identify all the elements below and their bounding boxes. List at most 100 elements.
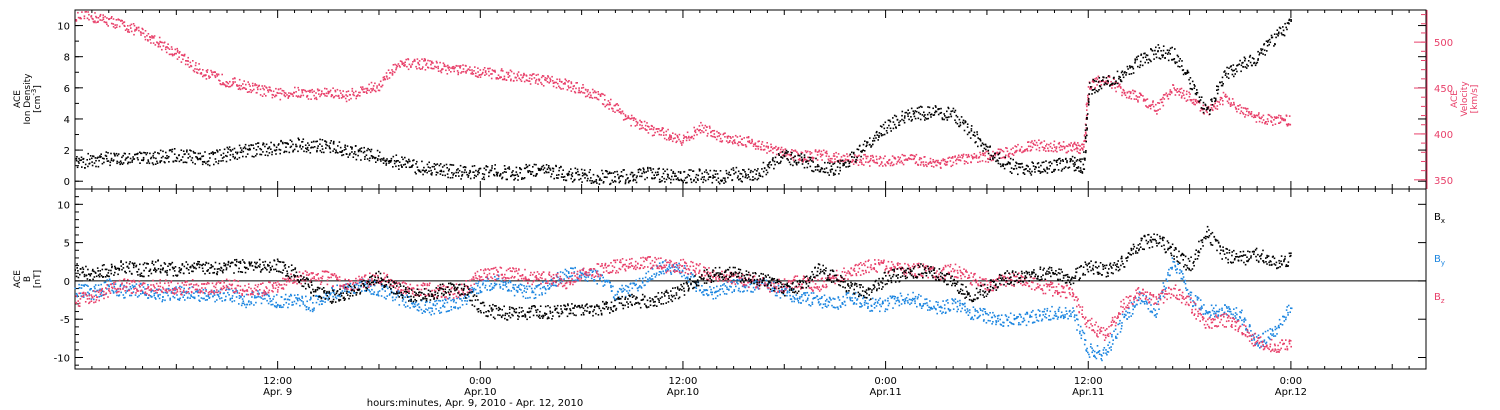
ion-density-point — [828, 174, 830, 176]
ion-density-point — [532, 166, 534, 168]
velocity-point — [1011, 153, 1014, 155]
ion-density-point — [632, 179, 634, 182]
by-point — [324, 301, 326, 303]
ion-density-point — [1009, 162, 1011, 164]
by-point — [197, 290, 199, 292]
ion-density-point — [1233, 69, 1236, 72]
ion-density-point — [178, 160, 181, 163]
ion-density-point — [1211, 100, 1213, 103]
by-point — [428, 311, 431, 314]
ion-density-point — [657, 173, 660, 176]
velocity-tick-label: 500 — [1434, 38, 1453, 49]
velocity-point — [1012, 147, 1014, 149]
velocity-point — [365, 91, 367, 93]
velocity-point — [376, 85, 378, 87]
velocity-point — [351, 90, 354, 92]
ion-density-point — [638, 168, 641, 170]
ion-density-point — [123, 152, 126, 155]
velocity-point — [1213, 105, 1216, 108]
ion-density-point — [924, 119, 926, 121]
ion-density-point — [1127, 68, 1129, 70]
ion-density-point — [1116, 70, 1119, 73]
by-point — [479, 286, 481, 289]
ion-density-point — [446, 173, 449, 175]
ion-density-point — [1255, 62, 1258, 65]
ion-density-point — [1157, 50, 1159, 52]
velocity-point — [936, 161, 939, 164]
ion-density-point — [376, 159, 379, 162]
velocity-point — [785, 155, 787, 157]
by-point — [459, 306, 461, 309]
ion-density-point — [441, 174, 444, 176]
ion-density-point — [485, 169, 487, 171]
ion-density-point — [934, 105, 937, 107]
ion-density-point — [279, 149, 282, 151]
velocity-point — [403, 65, 406, 67]
velocity-point — [111, 16, 113, 18]
velocity-point — [1125, 96, 1128, 99]
velocity-point — [232, 78, 234, 80]
by-point — [421, 312, 424, 314]
by-point — [493, 285, 496, 287]
ion-density-point — [285, 146, 287, 148]
velocity-point — [500, 68, 503, 70]
by-point — [693, 275, 695, 278]
velocity-point — [653, 126, 655, 129]
ion-density-point — [700, 178, 703, 180]
by-point — [571, 267, 573, 270]
by-point — [706, 289, 709, 292]
ion-density-point — [875, 137, 877, 139]
velocity-point — [675, 141, 677, 144]
by-point — [340, 291, 342, 294]
ion-density-point — [106, 157, 108, 160]
velocity-point — [1148, 104, 1151, 107]
velocity-point — [475, 72, 477, 75]
ion-density-point — [456, 169, 458, 171]
by-point — [325, 294, 328, 296]
velocity-point — [937, 159, 939, 162]
velocity-point — [686, 131, 689, 134]
ion-density-point — [717, 181, 720, 183]
velocity-point — [856, 159, 859, 161]
velocity-point — [606, 103, 609, 106]
by-point — [238, 295, 241, 297]
ion-density-point — [1221, 84, 1224, 87]
ion-density-point — [647, 166, 649, 169]
ion-density-point — [799, 154, 801, 157]
ion-density-point — [94, 157, 97, 159]
by-point — [241, 298, 244, 300]
velocity-point — [546, 77, 548, 80]
velocity-point — [782, 149, 784, 151]
ion-density-point — [921, 114, 924, 116]
velocity-point — [311, 91, 314, 94]
velocity-point — [1055, 147, 1058, 150]
ion-density-point — [1081, 158, 1083, 160]
by-point — [204, 299, 207, 301]
by-point — [138, 294, 140, 297]
ion-density-point — [745, 173, 747, 175]
velocity-point — [153, 37, 155, 39]
velocity-point — [597, 91, 599, 93]
velocity-point — [734, 142, 736, 144]
velocity-point — [1162, 96, 1164, 99]
ion-density-point — [617, 173, 619, 176]
ion-density-point — [1118, 75, 1120, 78]
velocity-point — [878, 165, 881, 167]
ion-density-point — [777, 162, 780, 165]
ion-density-point — [672, 178, 675, 181]
ion-density-point — [404, 163, 406, 166]
velocity-point — [1069, 145, 1071, 147]
by-point — [210, 293, 212, 295]
ion-density-point — [1143, 52, 1145, 55]
velocity-point — [194, 68, 196, 70]
by-point — [272, 303, 274, 306]
by-point — [484, 284, 487, 287]
ion-density-point — [395, 154, 398, 156]
velocity-point — [1126, 92, 1129, 94]
ion-density-point — [499, 173, 502, 176]
ion-density-point — [735, 166, 738, 169]
ion-density-point — [706, 171, 708, 174]
velocity-point — [439, 61, 441, 64]
ion-density-point — [870, 145, 873, 147]
ion-density-point — [817, 164, 819, 166]
